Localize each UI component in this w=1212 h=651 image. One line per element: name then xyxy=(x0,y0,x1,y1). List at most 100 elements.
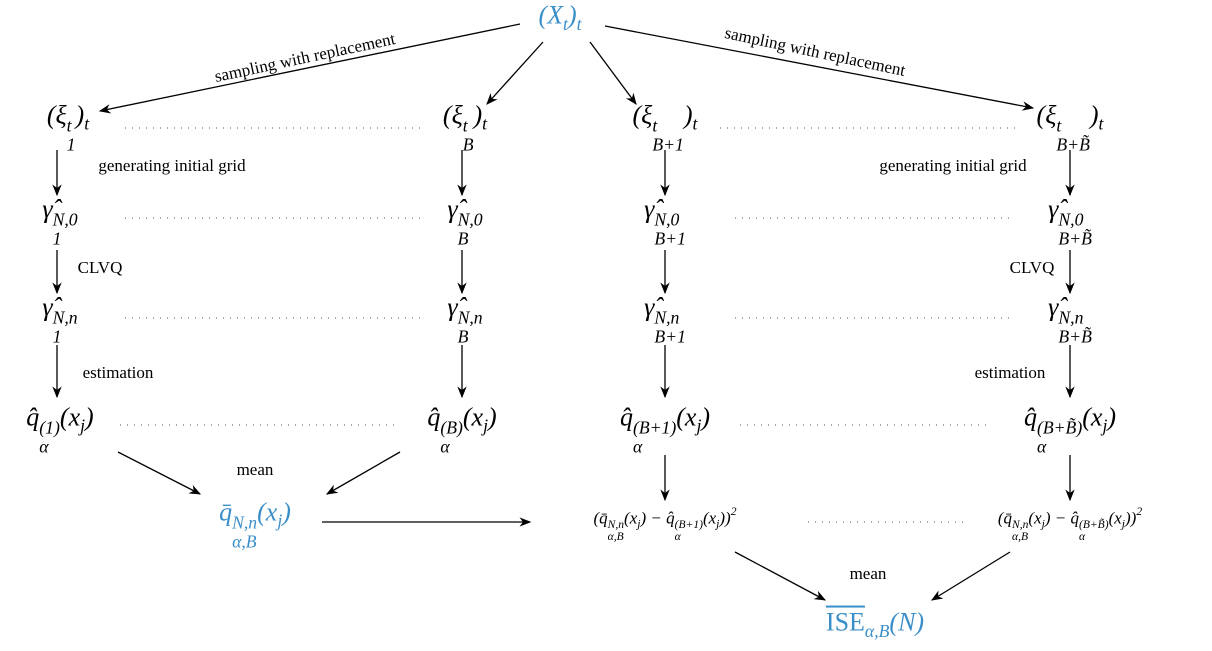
arrow xyxy=(734,551,827,601)
subscript: B xyxy=(462,133,474,154)
superscript: t xyxy=(1056,115,1062,136)
superscript: N,0 xyxy=(1058,209,1084,230)
node-label: γ̂ N,n B xyxy=(447,294,482,345)
node-label: (ξ t B)t xyxy=(443,102,487,153)
superscript: N,n xyxy=(457,307,483,328)
superscript: (B+B̃) xyxy=(1078,518,1109,532)
subscript: α,B xyxy=(232,530,257,551)
superscript: (1) xyxy=(39,417,60,438)
math-text: (x xyxy=(257,497,278,527)
math-text: j xyxy=(80,415,86,436)
superscript: (B+B̃) xyxy=(1036,417,1083,438)
subscript: 1 xyxy=(52,325,62,346)
math-text: (N) xyxy=(889,607,925,637)
subscript: α xyxy=(1078,530,1086,544)
math-text: )) xyxy=(719,508,731,528)
math-text: j xyxy=(696,415,702,436)
superscript: t xyxy=(462,115,468,136)
math-text: (x xyxy=(676,402,697,432)
arrow xyxy=(589,41,637,105)
math-text: 2 xyxy=(1136,505,1143,519)
superscript: N,n xyxy=(607,518,625,532)
script-stack: (B+B̃) α xyxy=(1079,519,1109,543)
superscript: t xyxy=(652,115,658,136)
node-label: (Xt)t xyxy=(538,0,582,34)
math-text: q̂ xyxy=(1023,402,1037,432)
superscript: t xyxy=(66,115,72,136)
math-text: j xyxy=(716,517,720,531)
superscript: N,0 xyxy=(52,209,78,230)
edge-label: estimation xyxy=(974,363,1046,382)
superscript: N,n xyxy=(52,307,78,328)
node-label: q̂ (1) α (xj) xyxy=(26,404,93,455)
node-label: γ̂ N,0 B+B̃ xyxy=(1048,196,1092,247)
math-text: (x xyxy=(462,402,484,432)
math-text: (q̄ xyxy=(593,508,608,528)
math-text: ) xyxy=(1089,100,1099,130)
superscript: N,n xyxy=(232,512,258,533)
math-text: (q̄ xyxy=(997,508,1013,528)
math-text: ) xyxy=(85,402,94,432)
subscript: α,B xyxy=(1012,530,1029,544)
subscript: B+1 xyxy=(652,133,684,154)
superscript: N,0 xyxy=(654,209,680,230)
subscript: α xyxy=(440,435,450,456)
math-text: ) xyxy=(75,100,85,130)
edge-label: generating initial grid xyxy=(879,156,1027,175)
node-label: q̂ (B+1) α (xj) xyxy=(620,404,710,455)
node-label: q̄ N,n α,B (xj) xyxy=(219,499,291,550)
script-stack: (B+B̃) α xyxy=(1037,418,1082,455)
edge-label: estimation xyxy=(82,363,154,382)
node-label: (ξ t B+B̃) t xyxy=(1037,102,1104,153)
math-text: ISE xyxy=(825,607,865,637)
math-text: t xyxy=(84,113,90,134)
arrow xyxy=(604,25,1035,111)
math-text: (X xyxy=(538,0,564,30)
math-text: t xyxy=(576,13,582,34)
script-stack: N,n α,B xyxy=(1012,519,1028,543)
math-text: (x xyxy=(1082,402,1103,432)
math-text: (x xyxy=(702,508,717,528)
node-label: γ̂ N,n B+B̃ xyxy=(1048,294,1092,345)
math-text: γ̂ xyxy=(447,292,458,322)
node-label: γ̂ N,n B+1 xyxy=(644,294,686,345)
math-text: ) xyxy=(488,402,497,432)
arrow xyxy=(117,451,202,495)
math-text: q̂ xyxy=(26,402,40,432)
subscript: B+B̃ xyxy=(1056,133,1090,154)
math-text: ) xyxy=(1107,402,1117,432)
math-text: )) xyxy=(1125,508,1137,528)
math-text: q̂ xyxy=(427,402,441,432)
math-text: (ξ xyxy=(46,100,67,130)
math-text: ) − q̂ xyxy=(1044,508,1079,528)
math-text: (ξ xyxy=(1036,100,1057,130)
script-stack: N,n B+B̃ xyxy=(1058,308,1092,345)
node-label: (q̄ N,n α,B (xj) − q̂ (B+1) α (xj))2 xyxy=(594,506,737,544)
math-text: (x xyxy=(59,402,81,432)
subscript: B+B̃ xyxy=(1058,227,1092,248)
edge-label: CLVQ xyxy=(1009,258,1055,277)
math-text: γ̂ xyxy=(644,292,655,322)
node-label: ISEα,B(N) xyxy=(825,607,925,641)
math-text: q̂ xyxy=(619,402,633,432)
arrow xyxy=(98,23,521,114)
node-label: (ξ t 1)t xyxy=(47,102,89,153)
subscript: α xyxy=(39,435,49,456)
subscript: B+1 xyxy=(654,227,686,248)
node-label: γ̂ N,0 B+1 xyxy=(644,196,686,247)
arrow xyxy=(325,451,401,495)
script-stack: N,n α,B xyxy=(608,519,624,543)
math-text: j xyxy=(1121,517,1126,531)
math-text: (ξ xyxy=(442,100,463,130)
edge-label: mean xyxy=(236,460,274,479)
subscript: α xyxy=(674,530,681,544)
subscript: α xyxy=(632,435,643,456)
node-label: γ̂ N,n 1 xyxy=(42,294,77,345)
script-stack: N,n B+1 xyxy=(654,308,686,345)
math-text: ) xyxy=(701,402,711,432)
subscript: B xyxy=(457,325,469,346)
script-stack: t B+B̃ xyxy=(1056,116,1090,153)
math-text: ) xyxy=(282,497,291,527)
math-text: γ̂ xyxy=(42,292,53,322)
node-label: (q̄ N,n α,B (xj) − q̂ (B+B̃) α (xj))2 xyxy=(998,506,1142,544)
